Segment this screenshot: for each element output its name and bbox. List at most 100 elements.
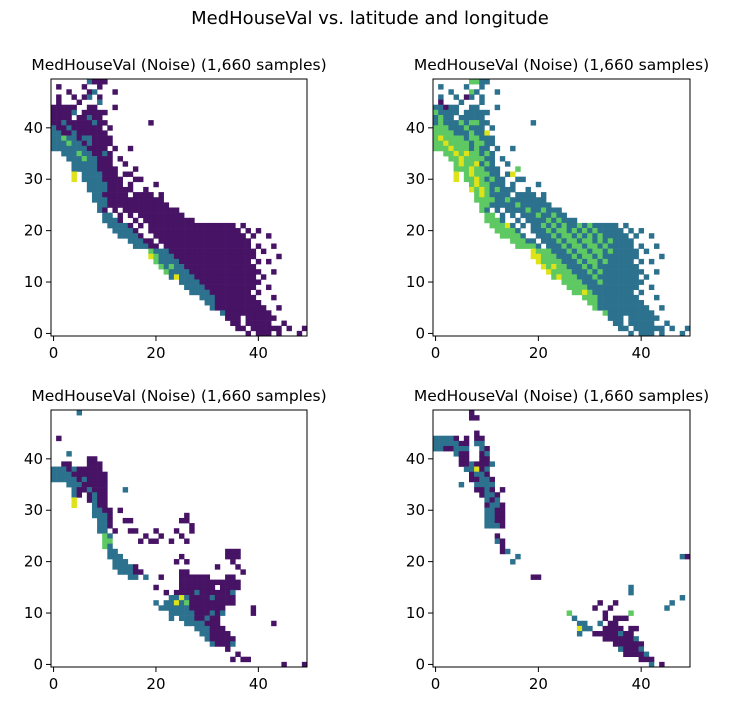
heatmap-cell <box>468 140 475 147</box>
heatmap-cell <box>225 553 231 560</box>
heatmap-cell <box>184 620 190 627</box>
heatmap-cell <box>484 109 490 116</box>
heatmap-cell <box>266 233 272 239</box>
heatmap-cell <box>97 492 103 498</box>
heatmap-cell <box>520 238 526 244</box>
heatmap-cell <box>189 289 195 296</box>
heatmap-cell <box>81 145 88 152</box>
heatmap-cell <box>179 243 185 249</box>
heatmap-cell <box>209 243 216 249</box>
heatmap-cell <box>463 440 470 447</box>
heatmap-cell <box>225 300 231 306</box>
heatmap-cell <box>91 197 98 203</box>
heatmap-cell <box>127 207 134 213</box>
heatmap-cell <box>612 300 619 306</box>
heatmap-cell <box>638 228 645 234</box>
heatmap-cell <box>225 579 231 586</box>
heatmap-cell <box>530 217 537 224</box>
heatmap-cell <box>173 610 180 616</box>
heatmap-cell <box>86 130 93 136</box>
heatmap-cell <box>230 641 236 647</box>
heatmap-cell <box>643 315 650 321</box>
heatmap-cell <box>494 517 501 524</box>
heatmap-cell <box>91 471 98 478</box>
heatmap-cell <box>143 217 149 224</box>
heatmap-cell <box>153 233 159 239</box>
heatmap-cell <box>91 166 98 172</box>
heatmap-cell <box>618 305 624 311</box>
heatmap-cell <box>535 243 542 249</box>
heatmap-cell <box>468 181 475 188</box>
heatmap-cell <box>633 305 639 311</box>
heatmap-cell <box>276 325 282 332</box>
heatmap-cell <box>520 192 526 198</box>
heatmap-cell <box>199 610 205 616</box>
panel-title: MedHouseVal (Noise) (1,660 samples) <box>414 387 709 405</box>
heatmap-cell <box>71 166 77 172</box>
heatmap-cell <box>179 615 185 622</box>
heatmap-cell <box>204 238 211 244</box>
heatmap-cell <box>209 284 216 291</box>
heatmap-cell <box>158 217 164 224</box>
heatmap-cell <box>214 253 221 260</box>
heatmap-cell <box>571 233 578 239</box>
heatmap-cell <box>225 646 231 652</box>
heatmap-cell <box>628 258 634 265</box>
heatmap-cell <box>679 553 686 560</box>
heatmap-cell <box>438 435 444 442</box>
heatmap-cell <box>510 559 516 565</box>
heatmap-cell <box>250 294 257 301</box>
heatmap-cell <box>489 487 495 493</box>
heatmap-cell <box>81 150 88 157</box>
heatmap-cell <box>499 176 506 183</box>
heatmap-cell <box>230 584 236 591</box>
heatmap-cell <box>515 192 521 198</box>
heatmap-cell <box>204 595 211 601</box>
heatmap-cell <box>453 94 459 100</box>
heatmap-cell <box>628 279 634 285</box>
heatmap-cell <box>612 284 619 291</box>
heatmap-cell <box>102 207 108 213</box>
y-tick-label: 10 <box>406 604 425 622</box>
heatmap-cell <box>556 217 562 224</box>
heatmap-cell <box>122 202 129 208</box>
heatmap-cell <box>250 233 257 239</box>
heatmap-cell <box>628 646 634 652</box>
heatmap-cell <box>76 125 83 131</box>
heatmap-cell <box>56 94 62 100</box>
heatmap-cell <box>102 523 108 529</box>
heatmap-cell <box>168 605 175 611</box>
heatmap-cell <box>107 156 113 162</box>
heatmap-cell <box>153 248 159 255</box>
heatmap-cell <box>86 456 93 462</box>
heatmap-cell <box>86 79 93 85</box>
heatmap-cell <box>458 135 465 141</box>
heatmap-cell <box>551 248 557 255</box>
heatmap-cell <box>112 528 118 534</box>
heatmap-cell <box>453 145 459 152</box>
heatmap-cell <box>230 222 236 229</box>
heatmap-cell <box>571 238 578 244</box>
heatmap-cell <box>458 440 465 447</box>
heatmap-cell <box>463 130 470 136</box>
heatmap-cell <box>240 569 246 575</box>
heatmap-cell <box>214 600 221 606</box>
heatmap-cell <box>592 238 598 244</box>
heatmap-cell <box>81 84 88 90</box>
heatmap-cell <box>235 564 241 570</box>
heatmap-cell <box>618 264 624 270</box>
heatmap-cell <box>551 217 557 224</box>
heatmap-cell <box>97 476 103 483</box>
heatmap-cell <box>179 533 185 539</box>
heatmap-cell <box>245 228 251 234</box>
heatmap-cell <box>684 325 691 332</box>
heatmap-cell <box>597 233 603 239</box>
heatmap-cell <box>163 253 170 260</box>
heatmap-cell <box>438 114 444 121</box>
heatmap-cell <box>250 320 257 327</box>
heatmap-cell <box>540 264 547 270</box>
heatmap-cell <box>91 476 98 483</box>
x-tick-label: 40 <box>249 344 268 362</box>
heatmap-cell <box>607 279 614 285</box>
